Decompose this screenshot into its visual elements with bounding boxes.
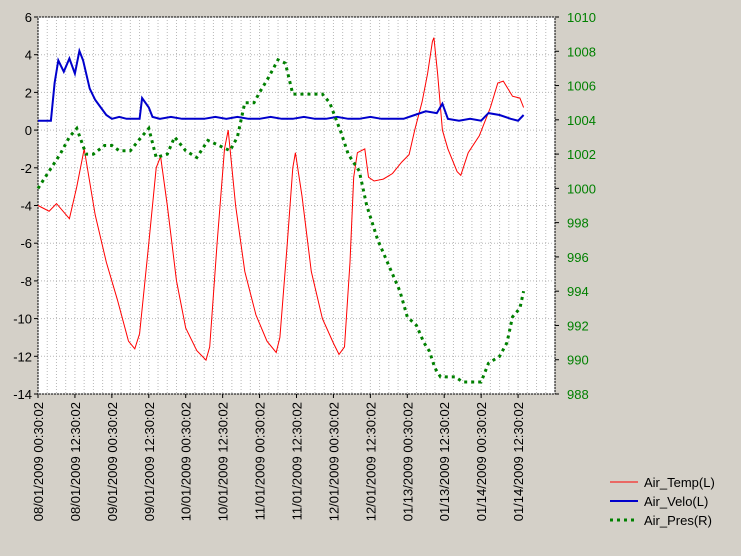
right-tick-label: 1000 — [567, 181, 596, 196]
x-tick-label: 09/01/2009 00:30:02 — [105, 402, 120, 521]
left-tick-label: -2 — [20, 161, 32, 176]
legend-label: Air_Velo(L) — [644, 494, 708, 509]
right-tick-label: 1010 — [567, 10, 596, 25]
right-tick-label: 1006 — [567, 79, 596, 94]
left-tick-label: -10 — [13, 312, 32, 327]
left-tick-label: -6 — [20, 236, 32, 251]
left-tick-label: -4 — [20, 199, 32, 214]
left-tick-label: 0 — [25, 123, 32, 138]
left-y-axis: -14 -12 -10 -8 -6 -4 -2 0 2 4 6 — [13, 10, 38, 402]
right-tick-label: 992 — [567, 318, 589, 333]
right-tick-label: 1004 — [567, 113, 596, 128]
x-tick-label: 10/01/2009 12:30:02 — [216, 402, 231, 521]
right-tick-label: 1002 — [567, 147, 596, 162]
left-tick-label: 2 — [25, 85, 32, 100]
left-tick-label: -14 — [13, 387, 32, 402]
right-tick-label: 994 — [567, 284, 589, 299]
right-tick-label: 998 — [567, 216, 589, 231]
x-tick-label: 08/01/2009 12:30:02 — [68, 402, 83, 521]
x-tick-label: 01/13/2009 12:30:02 — [437, 402, 452, 521]
x-tick-label: 12/01/2009 00:30:02 — [326, 402, 341, 521]
legend-label: Air_Pres(R) — [644, 513, 712, 528]
right-y-axis: 988 990 992 994 996 998 1000 1002 1004 1006 1008 10… — [555, 10, 596, 402]
x-axis: 08/01/2009 00:30:02 08/01/2009 12:30:02 09… — [31, 394, 526, 521]
x-tick-label: 01/14/2009 00:30:02 — [474, 402, 489, 521]
x-tick-label: 01/13/2009 00:30:02 — [400, 402, 415, 521]
left-tick-label: -12 — [13, 349, 32, 364]
legend: Air_Temp(L) Air_Velo(L) Air_Pres(R) — [610, 475, 715, 528]
series-line-air-velo-l — [38, 47, 525, 122]
legend-label: Air_Temp(L) — [644, 475, 715, 490]
x-tick-label: 10/01/2009 00:30:02 — [179, 402, 194, 521]
right-tick-label: 1008 — [567, 44, 596, 59]
x-tick-label: 01/14/2009 12:30:02 — [511, 402, 526, 521]
x-tick-label: 08/01/2009 00:30:02 — [31, 402, 46, 521]
series-layer — [36, 37, 526, 384]
x-tick-label: 11/01/2009 12:30:02 — [290, 402, 305, 520]
series-line-air-pres-r — [36, 57, 526, 384]
x-tick-label: 12/01/2009 12:30:02 — [363, 402, 378, 521]
left-tick-label: 6 — [25, 10, 32, 25]
left-tick-label: 4 — [25, 48, 32, 63]
right-tick-label: 996 — [567, 250, 589, 265]
right-tick-label: 988 — [567, 387, 589, 402]
grid-lines — [37, 16, 556, 395]
x-tick-label: 09/01/2009 12:30:02 — [142, 402, 157, 521]
left-tick-label: -8 — [20, 274, 32, 289]
x-tick-label: 11/01/2009 00:30:02 — [253, 402, 268, 520]
right-tick-label: 990 — [567, 353, 589, 368]
series-line-air-temp-l — [37, 37, 525, 362]
